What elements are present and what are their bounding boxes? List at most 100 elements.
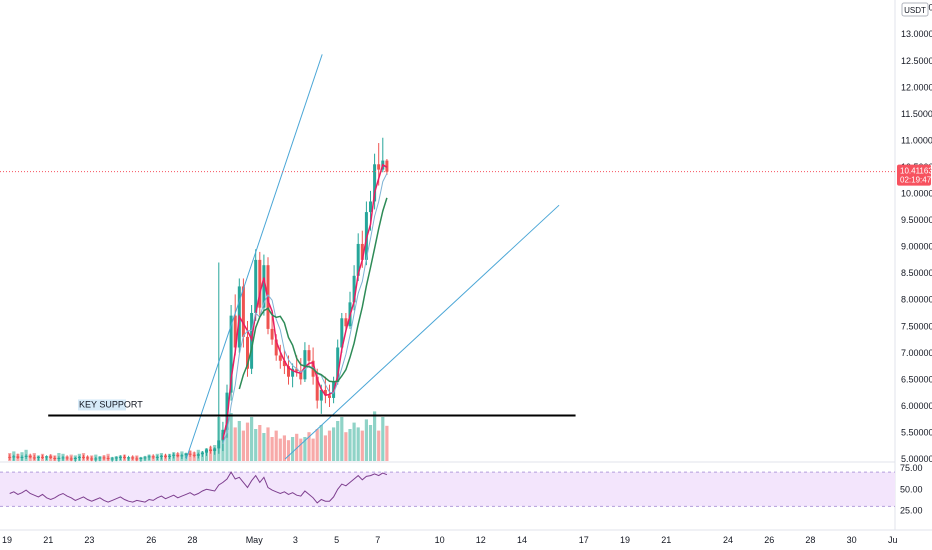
candle-body (147, 456, 151, 458)
trendline[interactable] (185, 54, 323, 460)
volume-bar (336, 421, 340, 461)
candle-body (131, 457, 135, 459)
volume-bar (344, 432, 348, 461)
volume-bar (385, 425, 389, 461)
candle-body (307, 350, 311, 361)
volume-bar (327, 430, 332, 461)
candle-body (102, 457, 106, 459)
date-tick-label: 19 (620, 535, 630, 545)
rsi-axis-labels: 75.00 50.00 25.00 (900, 463, 923, 516)
price-scale[interactable] (895, 0, 932, 550)
candle-body (192, 454, 196, 456)
trendlines[interactable] (185, 54, 560, 460)
candle-body (77, 456, 81, 458)
volume-bar (303, 437, 307, 461)
volume-bar (258, 425, 262, 461)
candle-body (360, 243, 364, 260)
candle-body (282, 360, 286, 367)
volume-bar (278, 438, 282, 461)
price-tick-label: 7.50000 (901, 321, 932, 331)
candle-body (229, 315, 233, 393)
candle-body (110, 458, 114, 460)
candle-body (246, 336, 249, 369)
volume-bar (209, 446, 213, 461)
volume-bar (250, 417, 254, 461)
currency-badge[interactable] (901, 2, 929, 17)
volume-bar (348, 429, 352, 461)
candle-body (373, 164, 377, 202)
volume-bar (237, 421, 241, 461)
volume-bar (286, 440, 291, 461)
candle-body (184, 453, 188, 456)
date-tick-label: 10 (435, 535, 445, 545)
volume-bar (323, 435, 327, 461)
candle-body (53, 457, 57, 459)
volume-bar (377, 430, 381, 461)
volume-bar (364, 419, 368, 461)
date-tick-label: 12 (476, 535, 486, 545)
date-tick-label: 14 (517, 535, 527, 545)
trendline[interactable] (284, 204, 560, 460)
candle-body (41, 456, 44, 458)
moving-averages (222, 163, 388, 444)
candle-body (164, 455, 167, 457)
candle-body (217, 440, 221, 449)
candle-body (127, 457, 131, 459)
candle-body (291, 368, 295, 377)
date-tick-label: 28 (805, 535, 815, 545)
candle-body (188, 453, 192, 455)
date-tick-label: May (246, 535, 264, 545)
candle-body (205, 449, 208, 453)
date-tick-label: 17 (579, 535, 589, 545)
candle-body (151, 456, 155, 458)
rsi-tick-label: 50.00 (900, 484, 923, 494)
date-tick-label: 26 (146, 535, 156, 545)
volume-bar (307, 432, 311, 461)
candle-body (336, 347, 340, 383)
candle-body (16, 456, 20, 458)
candle-body (270, 328, 274, 340)
candle-body (57, 457, 61, 459)
volume-bar (352, 422, 356, 461)
date-tick-label: 19 (2, 535, 12, 545)
volume-bar (274, 430, 278, 461)
date-tick-label: Ju (888, 535, 898, 545)
price-tick-label: 8.50000 (901, 268, 932, 278)
price-tick-label: 12.50000 (901, 56, 932, 66)
candle-body (159, 455, 163, 457)
candle-body (73, 457, 77, 459)
candle-body (180, 455, 184, 457)
candle-body (200, 452, 204, 455)
volume-bar (291, 437, 295, 461)
candle-body (123, 456, 126, 458)
date-tick-label: 24 (723, 535, 733, 545)
price-tick-label: 9.00000 (901, 242, 932, 252)
volume-bar (360, 430, 364, 461)
candle-body (61, 457, 65, 459)
candle-body (315, 376, 319, 401)
price-tick-label: 12.00000 (901, 82, 932, 92)
candle-body (352, 275, 356, 303)
candle-body (385, 160, 389, 172)
volume-bar (270, 437, 274, 461)
volume-bar (245, 422, 250, 461)
candle-body (135, 458, 139, 460)
price-tick-label: 6.00000 (901, 401, 932, 411)
candle-body (213, 448, 217, 452)
ma-slow-line (238, 197, 388, 390)
candle-body (287, 366, 290, 377)
candle-body (86, 457, 90, 459)
candle-body (118, 456, 122, 458)
candle-body (258, 259, 262, 308)
candle-body (168, 455, 172, 457)
date-axis-labels: 19 21 23 26 28 May 3 5 7 10 12 14 17 19 21 24 26 28 30 Ju (2, 535, 898, 545)
volume-bar (295, 433, 299, 461)
candle-body (225, 392, 229, 430)
price-tick-label: 5.00000 (901, 454, 932, 464)
key-support-label[interactable]: KEY SUPPORT (79, 399, 143, 409)
candle-body (8, 456, 12, 458)
candle-body (28, 455, 32, 458)
volume-bar (356, 427, 360, 461)
candle-body (196, 454, 200, 456)
